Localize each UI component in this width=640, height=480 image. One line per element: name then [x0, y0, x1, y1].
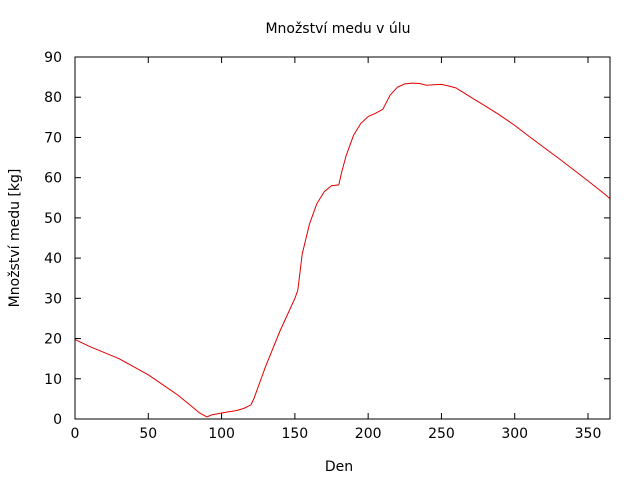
y-tick-label: 70 — [44, 130, 62, 146]
y-tick-label: 10 — [44, 372, 62, 388]
x-tick-label: 100 — [208, 426, 235, 442]
y-tick-label: 30 — [44, 291, 62, 307]
series-line — [74, 82, 611, 418]
x-tick-label: 300 — [501, 426, 528, 442]
y-tick-label: 80 — [44, 90, 62, 106]
x-tick-label: 200 — [355, 426, 382, 442]
y-tick-label: 90 — [44, 50, 62, 66]
x-tick-label: 350 — [575, 426, 602, 442]
x-axis-label: Den — [325, 459, 353, 475]
x-tick-label: 50 — [139, 426, 157, 442]
chart-title: Množství medu v úlu — [265, 21, 410, 37]
axis-ticks: 0 50 100 150 200 250 300 350 0 10 20 30 40 50 60 70 80 90 — [44, 50, 610, 442]
x-tick-label: 0 — [71, 426, 80, 442]
x-tick-label: 150 — [281, 426, 308, 442]
y-tick-label: 50 — [44, 211, 62, 227]
y-axis-label: Množství medu [kg] — [7, 169, 23, 308]
y-tick-label: 20 — [44, 332, 62, 348]
y-tick-label: 60 — [44, 171, 62, 187]
plot-frame — [74, 56, 611, 420]
x-tick-label: 250 — [428, 426, 455, 442]
y-tick-label: 0 — [53, 412, 62, 428]
y-tick-label: 40 — [44, 251, 62, 267]
